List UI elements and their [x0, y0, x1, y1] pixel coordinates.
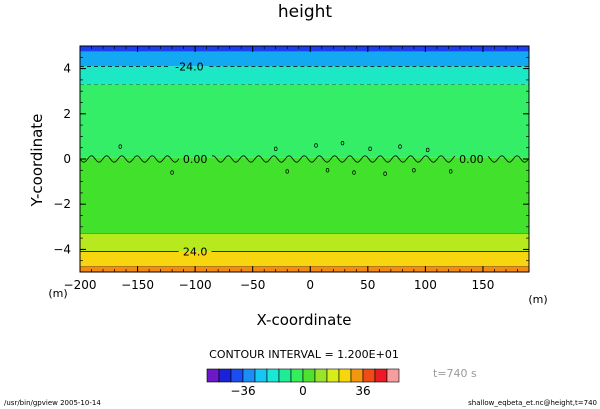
colorbar-labels: −36 0 36 — [230, 384, 370, 398]
color-band — [80, 46, 529, 52]
colorbar-cell — [218, 368, 232, 383]
x-tick-label: −50 — [240, 278, 265, 292]
colorbar-cell — [326, 368, 340, 383]
colorbar-cell — [242, 368, 256, 383]
contour-fragment — [314, 143, 318, 148]
colored-bands — [80, 46, 529, 272]
time-text: t=740 s — [433, 367, 477, 380]
colorbar-label: 0 — [299, 384, 307, 398]
x-axis-label: X-coordinate — [257, 311, 352, 329]
contour-fragment — [398, 144, 402, 149]
colorbar-cell — [266, 368, 280, 383]
contour-fragment — [340, 141, 345, 146]
colorbar-cell — [254, 368, 268, 383]
color-band — [80, 51, 529, 67]
x-tick-label: −200 — [64, 278, 97, 292]
x-tick-label: −150 — [121, 278, 154, 292]
colorbar-cell — [362, 368, 376, 383]
contour-fragment — [273, 146, 278, 151]
color-band — [80, 66, 529, 85]
colorbar-cell — [290, 368, 304, 383]
color-band — [80, 266, 529, 272]
x-tick-label: 0 — [306, 278, 314, 292]
colorbar-cell — [278, 368, 292, 383]
x-tick-label: 50 — [360, 278, 375, 292]
x-tick-label: 100 — [414, 278, 437, 292]
color-band — [80, 251, 529, 267]
colorbar-label: −36 — [230, 384, 255, 398]
y-axis-ticks: −4 −2 0 2 4 — [53, 45, 529, 273]
y-tick-label: 0 — [63, 152, 71, 166]
y-axis-label: Y-coordinate — [28, 114, 46, 208]
x-tick-label: −100 — [179, 278, 212, 292]
footer-right: shallow_eqbeta_et.nc@height,t=740 — [468, 399, 597, 407]
colorbar-cell — [338, 368, 352, 383]
y-unit-label: (m) — [48, 287, 67, 300]
zero-contour-line — [80, 155, 529, 163]
colorbar-cell — [374, 368, 388, 383]
contour-labels: -24.0 24.0 0.00 0.00 — [175, 60, 484, 258]
x-unit-label: (m) — [528, 293, 547, 306]
color-band — [80, 157, 529, 234]
colorbar-label: 36 — [355, 384, 370, 398]
contour-label: 24.0 — [183, 246, 208, 259]
contour-fragment — [368, 146, 372, 151]
x-tick-label: 150 — [471, 278, 494, 292]
colorbar-cell — [206, 368, 220, 383]
contour-fragment — [412, 168, 416, 173]
zero-contour-label: 0.00 — [459, 153, 484, 166]
y-tick-label: −4 — [53, 242, 71, 256]
colorbar-cell — [230, 368, 244, 383]
contour-fragment — [425, 147, 430, 153]
footer-left: /usr/bin/gpview 2005-10-14 — [4, 399, 101, 407]
contour-fragment — [170, 170, 174, 175]
contour-fragment — [118, 144, 123, 149]
contour-fragment — [352, 170, 356, 175]
contour-fragment — [285, 169, 289, 174]
y-tick-label: 2 — [63, 107, 71, 121]
colorbar-cell — [350, 368, 364, 383]
colorbar-cell — [386, 368, 400, 383]
contour-fragment — [448, 169, 453, 174]
contour-interval-text: CONTOUR INTERVAL = 1.200E+01 — [209, 348, 399, 361]
y-tick-label: −2 — [53, 197, 71, 211]
contour-fragment — [383, 171, 387, 176]
colorbar-cell — [302, 368, 316, 383]
colorbar — [206, 368, 400, 383]
contour-fragment — [325, 168, 330, 173]
color-band — [80, 84, 529, 158]
y-tick-label: 4 — [63, 62, 71, 76]
contour-lines — [80, 65, 529, 267]
chart-title: height — [278, 2, 333, 22]
colorbar-cell — [314, 368, 328, 383]
color-band — [80, 233, 529, 252]
zero-contour-label: 0.00 — [183, 153, 208, 166]
contour-label: -24.0 — [175, 60, 203, 73]
x-axis-ticks: −200 −150 −100 −50 0 50 100 150 — [64, 46, 530, 292]
